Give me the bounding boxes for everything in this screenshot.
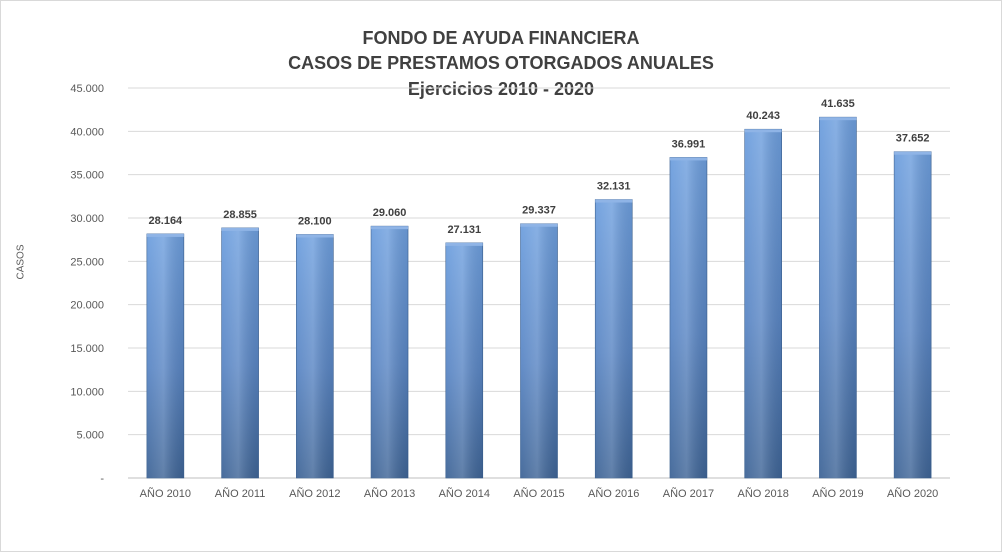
bar-shine — [221, 227, 259, 478]
chart-title-line-2: CASOS DE PRESTAMOS OTORGADOS ANUALES — [288, 53, 714, 73]
bar-top-highlight — [819, 117, 857, 121]
bar-shine — [669, 157, 707, 479]
bar-top-highlight — [595, 199, 633, 203]
bar-shine — [819, 117, 857, 478]
data-label: 29.060 — [373, 207, 407, 219]
bar-top-highlight — [744, 129, 782, 133]
x-tick-label: AÑO 2013 — [364, 487, 415, 500]
bar-shine — [894, 151, 932, 478]
bar-shine — [146, 233, 184, 478]
bar-top-highlight — [221, 227, 259, 231]
bar-group — [669, 157, 708, 479]
chart-title-line-1: FONDO DE AYUDA FINANCIERA — [362, 28, 640, 48]
bar-shine — [520, 223, 558, 478]
data-label: 29.337 — [522, 205, 556, 217]
bar-top-highlight — [371, 226, 409, 230]
bar-shine — [371, 226, 409, 478]
bar-group — [594, 199, 633, 479]
x-tick-label: AÑO 2014 — [439, 487, 490, 500]
data-label: 40.243 — [746, 110, 780, 122]
bar-shine — [744, 129, 782, 478]
x-tick-label: AÑO 2020 — [887, 487, 938, 500]
data-label: 28.100 — [298, 215, 332, 227]
data-label: 28.855 — [223, 209, 257, 221]
bar-top-highlight — [894, 151, 932, 155]
bar-top-highlight — [445, 242, 483, 246]
bar-shine — [595, 199, 633, 479]
y-tick-label: 20.000 — [70, 300, 104, 312]
data-label: 28.164 — [149, 215, 184, 227]
bar-top-highlight — [669, 157, 707, 161]
bar-top-highlight — [296, 234, 334, 238]
x-tick-label: AÑO 2015 — [513, 487, 564, 500]
y-tick-label: 30.000 — [70, 213, 104, 225]
bar-group — [445, 242, 484, 479]
x-tick-label: AÑO 2011 — [215, 487, 266, 500]
data-label: 27.131 — [447, 224, 481, 236]
x-tick-label: AÑO 2018 — [737, 487, 788, 500]
y-tick-label: 5.000 — [76, 430, 104, 442]
y-tick-label: 25.000 — [70, 256, 104, 268]
bar-shine — [296, 234, 334, 478]
bar-group — [221, 227, 259, 479]
data-label: 32.131 — [597, 181, 631, 193]
bar-group — [296, 234, 334, 479]
y-tick-label: - — [100, 473, 104, 485]
x-tick-label: AÑO 2019 — [812, 487, 863, 500]
bar-group — [146, 233, 185, 479]
data-label: 37.652 — [896, 133, 930, 145]
bar-group — [819, 116, 857, 479]
x-tick-label: AÑO 2017 — [663, 487, 714, 500]
y-tick-label: 35.000 — [70, 170, 104, 182]
x-tick-label: AÑO 2010 — [140, 487, 191, 500]
chart-title-line-3: Ejercicios 2010 - 2020 — [407, 79, 595, 99]
bar-shine — [445, 242, 483, 478]
y-tick-label: 10.000 — [70, 386, 104, 398]
data-label: 36.991 — [672, 138, 706, 150]
data-label: 41.635 — [821, 98, 855, 110]
bar-group — [893, 151, 932, 479]
x-tick-label: AÑO 2012 — [289, 487, 340, 500]
y-tick-label: 40.000 — [70, 126, 104, 138]
y-tick-label: 45.000 — [70, 83, 104, 95]
bar-top-highlight — [146, 233, 184, 237]
bar-group — [370, 225, 409, 479]
y-tick-label: 15.000 — [70, 343, 104, 355]
bar-top-highlight — [520, 223, 558, 227]
x-tick-label: AÑO 2016 — [588, 487, 639, 500]
bar-group — [744, 128, 782, 479]
bar-group — [520, 223, 558, 479]
